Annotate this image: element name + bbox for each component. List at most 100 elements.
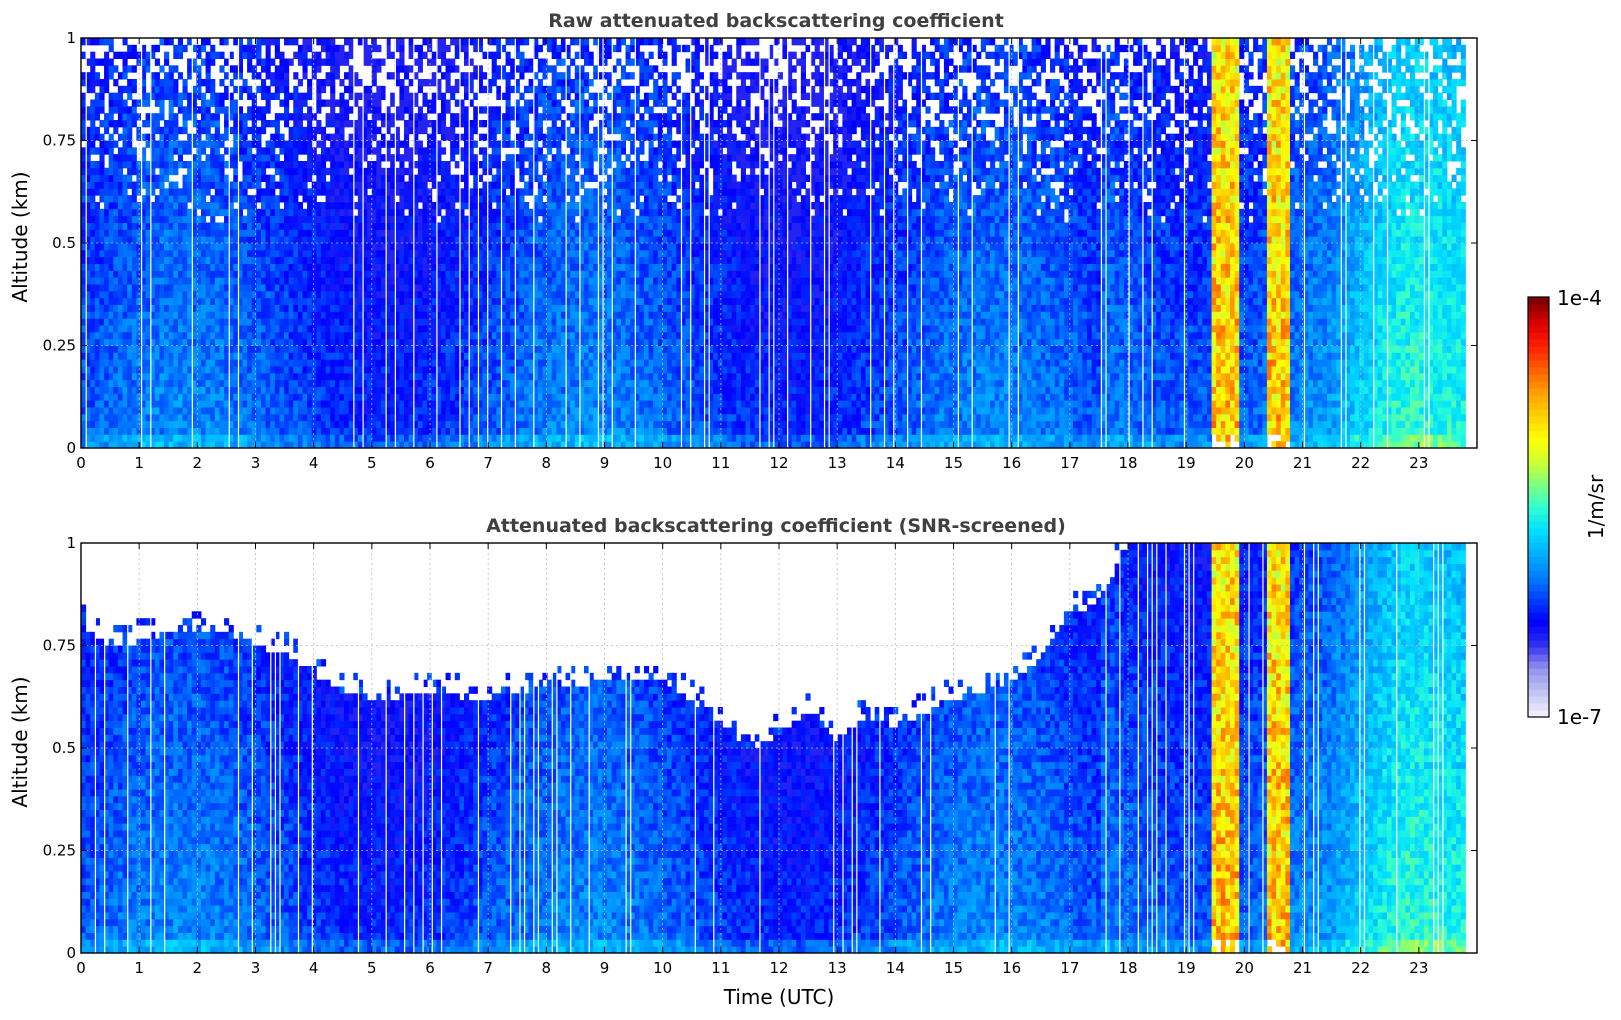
heatmap-cell	[81, 215, 87, 223]
heatmap-cell	[399, 85, 405, 94]
heatmap-cell	[464, 113, 470, 121]
heatmap-cell	[482, 359, 488, 367]
heatmap-cell	[417, 58, 423, 66]
heatmap-cell	[94, 345, 100, 353]
heatmap-cell	[487, 120, 493, 128]
heatmap-cell	[228, 427, 234, 435]
heatmap-cell	[279, 181, 285, 189]
heatmap-cell	[487, 352, 493, 360]
heatmap-cell	[274, 236, 280, 244]
heatmap-cell	[459, 195, 465, 203]
heatmap-cell	[247, 379, 253, 387]
heatmap-cell	[339, 400, 345, 408]
heatmap-cell	[237, 85, 243, 94]
heatmap-cell	[140, 379, 147, 387]
heatmap-cell	[325, 434, 331, 442]
heatmap-cell	[468, 345, 474, 353]
heatmap-cell	[477, 79, 483, 87]
heatmap-cell	[233, 120, 239, 128]
heatmap-cell	[85, 222, 91, 230]
heatmap-cell	[491, 147, 497, 155]
heatmap-cell	[496, 222, 502, 230]
heatmap-cell	[348, 222, 354, 230]
heatmap-cell	[145, 284, 151, 292]
heatmap-cell	[256, 174, 262, 182]
heatmap-cell	[108, 304, 114, 312]
heatmap-cell	[99, 38, 105, 46]
heatmap-cell	[90, 181, 96, 189]
heatmap-cell	[320, 167, 327, 176]
heatmap-cell	[279, 51, 285, 59]
heatmap-cell	[274, 290, 280, 299]
heatmap-cell	[473, 427, 479, 435]
heatmap-cell	[94, 441, 100, 449]
heatmap-cell	[505, 140, 511, 148]
heatmap-cell	[168, 256, 174, 264]
heatmap-cell	[131, 441, 137, 449]
heatmap-cell	[394, 256, 400, 264]
heatmap-cell	[307, 352, 313, 360]
heatmap-cell	[127, 126, 133, 135]
heatmap-cell	[477, 249, 483, 258]
heatmap-cell	[307, 297, 313, 305]
heatmap-cell	[256, 243, 262, 251]
heatmap-cell	[325, 311, 331, 319]
heatmap-cell	[348, 420, 354, 428]
heatmap-cell	[237, 407, 243, 415]
heatmap-cell	[214, 393, 220, 401]
heatmap-cell	[482, 331, 488, 340]
heatmap-cell	[159, 79, 165, 87]
heatmap-cell	[168, 400, 174, 408]
heatmap-cell	[491, 434, 497, 442]
heatmap-cell	[422, 277, 428, 285]
heatmap-cell	[251, 366, 257, 374]
heatmap-cell	[81, 38, 87, 46]
heatmap-cell	[177, 51, 184, 59]
heatmap-cell	[376, 229, 382, 237]
heatmap-cell	[265, 208, 271, 217]
heatmap-cell	[159, 154, 165, 162]
heatmap-cell	[200, 290, 207, 299]
heatmap-cell	[108, 359, 114, 367]
heatmap-cell	[307, 147, 313, 155]
heatmap-cell	[404, 338, 410, 346]
heatmap-cell	[339, 311, 345, 319]
heatmap-cell	[459, 79, 465, 87]
heatmap-cell	[288, 297, 294, 305]
heatmap-cell	[168, 263, 174, 271]
heatmap-cell	[422, 372, 428, 381]
heatmap-cell	[108, 147, 114, 155]
heatmap-cell	[279, 188, 285, 196]
heatmap-cell	[168, 284, 174, 292]
heatmap-cell	[440, 338, 447, 346]
heatmap-cell	[422, 345, 428, 353]
heatmap-cell	[390, 161, 396, 169]
heatmap-cell	[399, 311, 405, 319]
heatmap-cell	[247, 147, 253, 155]
heatmap-cell	[256, 51, 262, 59]
heatmap-cell	[376, 195, 382, 203]
heatmap-cell	[256, 140, 262, 148]
heatmap-cell	[394, 331, 400, 340]
heatmap-cell	[510, 413, 516, 422]
heatmap-cell	[311, 352, 317, 360]
heatmap-cell	[108, 229, 114, 237]
heatmap-cell	[237, 263, 243, 271]
heatmap-cell	[200, 58, 207, 66]
heatmap-cell	[459, 318, 465, 326]
heatmap-cell	[228, 222, 234, 230]
heatmap-cell	[468, 229, 474, 237]
heatmap-cell	[339, 44, 345, 53]
heatmap-cell	[468, 167, 474, 176]
heatmap-cell	[191, 304, 197, 312]
heatmap-cell	[450, 427, 456, 435]
heatmap-cell	[81, 284, 87, 292]
heatmap-cell	[367, 222, 373, 230]
heatmap-cell	[380, 202, 387, 210]
heatmap-cell	[344, 195, 350, 203]
heatmap-cell	[413, 297, 419, 305]
heatmap-cell	[500, 413, 507, 422]
heatmap-cell	[113, 249, 119, 258]
heatmap-cell	[265, 400, 271, 408]
heatmap-cell	[491, 133, 497, 141]
